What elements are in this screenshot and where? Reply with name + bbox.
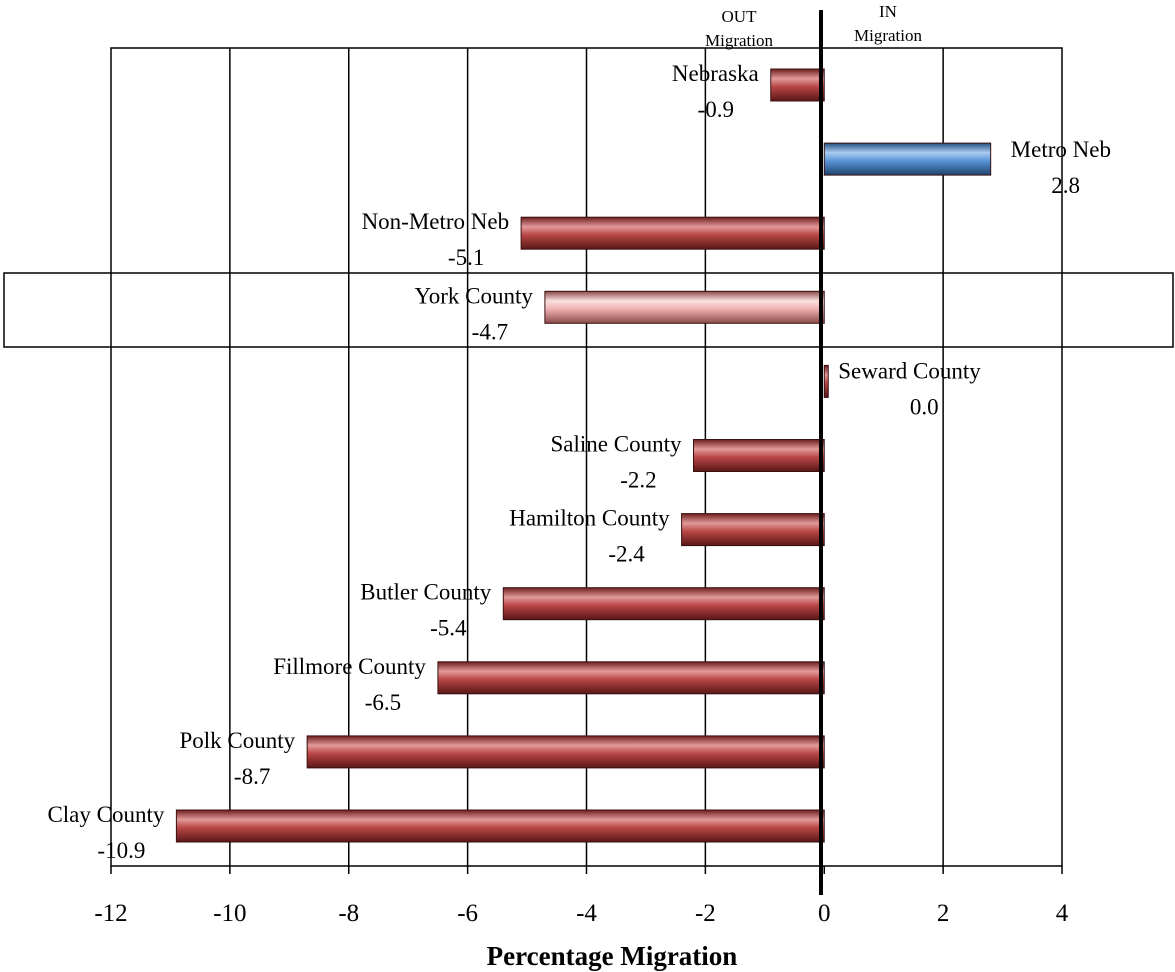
x-tick-label: 4 xyxy=(1056,900,1069,927)
category-label: Metro Neb xyxy=(1011,137,1111,162)
data-label: -2.4 xyxy=(608,542,645,567)
bar-seward-county xyxy=(824,365,828,397)
category-label: Hamilton County xyxy=(509,506,670,531)
bar-hamilton-county xyxy=(682,514,825,546)
data-label: -4.7 xyxy=(472,319,508,344)
x-tick-label: -8 xyxy=(338,900,359,927)
in-migration-label-line2: Migration xyxy=(854,26,922,45)
category-label: Nebraska xyxy=(672,61,759,86)
out-migration-label-line2: Migration xyxy=(705,31,773,50)
bar-york-county xyxy=(545,291,824,323)
bar-polk-county xyxy=(307,736,824,768)
data-label: -5.4 xyxy=(430,616,467,641)
bar-saline-county xyxy=(693,440,824,472)
bar-non-metro-neb xyxy=(521,217,824,249)
x-axis-title: Percentage Migration xyxy=(487,941,738,971)
data-label: -6.5 xyxy=(365,690,401,715)
category-label: Fillmore County xyxy=(273,654,426,679)
bar-metro-neb xyxy=(824,143,990,175)
bar-clay-county xyxy=(176,810,824,842)
x-tick-label: -4 xyxy=(576,900,597,927)
data-label: 0.0 xyxy=(910,394,939,419)
category-label: Butler County xyxy=(360,580,491,605)
in-migration-label-line1: IN xyxy=(879,2,897,21)
x-tick-label: -2 xyxy=(695,900,716,927)
bar-butler-county xyxy=(503,588,824,620)
x-tick-label: -12 xyxy=(94,900,127,927)
x-tick-label: 2 xyxy=(937,900,950,927)
data-label: -0.9 xyxy=(698,97,734,122)
x-tick-label: 0 xyxy=(818,900,831,927)
x-tick-label: -10 xyxy=(213,900,246,927)
x-tick-label: -6 xyxy=(457,900,478,927)
category-label: York County xyxy=(414,283,533,308)
data-label: -8.7 xyxy=(234,764,270,789)
x-axis-ticks: -12 -10 -8 -6 -4 -2 0 2 4 xyxy=(94,866,1068,927)
out-migration-label-line1: OUT xyxy=(722,7,758,26)
data-label: -2.2 xyxy=(620,468,656,493)
data-label: -10.9 xyxy=(97,838,145,863)
category-label: Saline County xyxy=(551,432,682,457)
category-label: Non-Metro Neb xyxy=(362,209,510,234)
category-label: Clay County xyxy=(47,802,164,827)
data-label: 2.8 xyxy=(1051,173,1080,198)
category-label: Seward County xyxy=(838,358,981,383)
data-label: -5.1 xyxy=(448,245,484,270)
bar-fillmore-county xyxy=(438,662,824,694)
bar-nebraska xyxy=(771,69,824,101)
category-label: Polk County xyxy=(179,728,295,753)
